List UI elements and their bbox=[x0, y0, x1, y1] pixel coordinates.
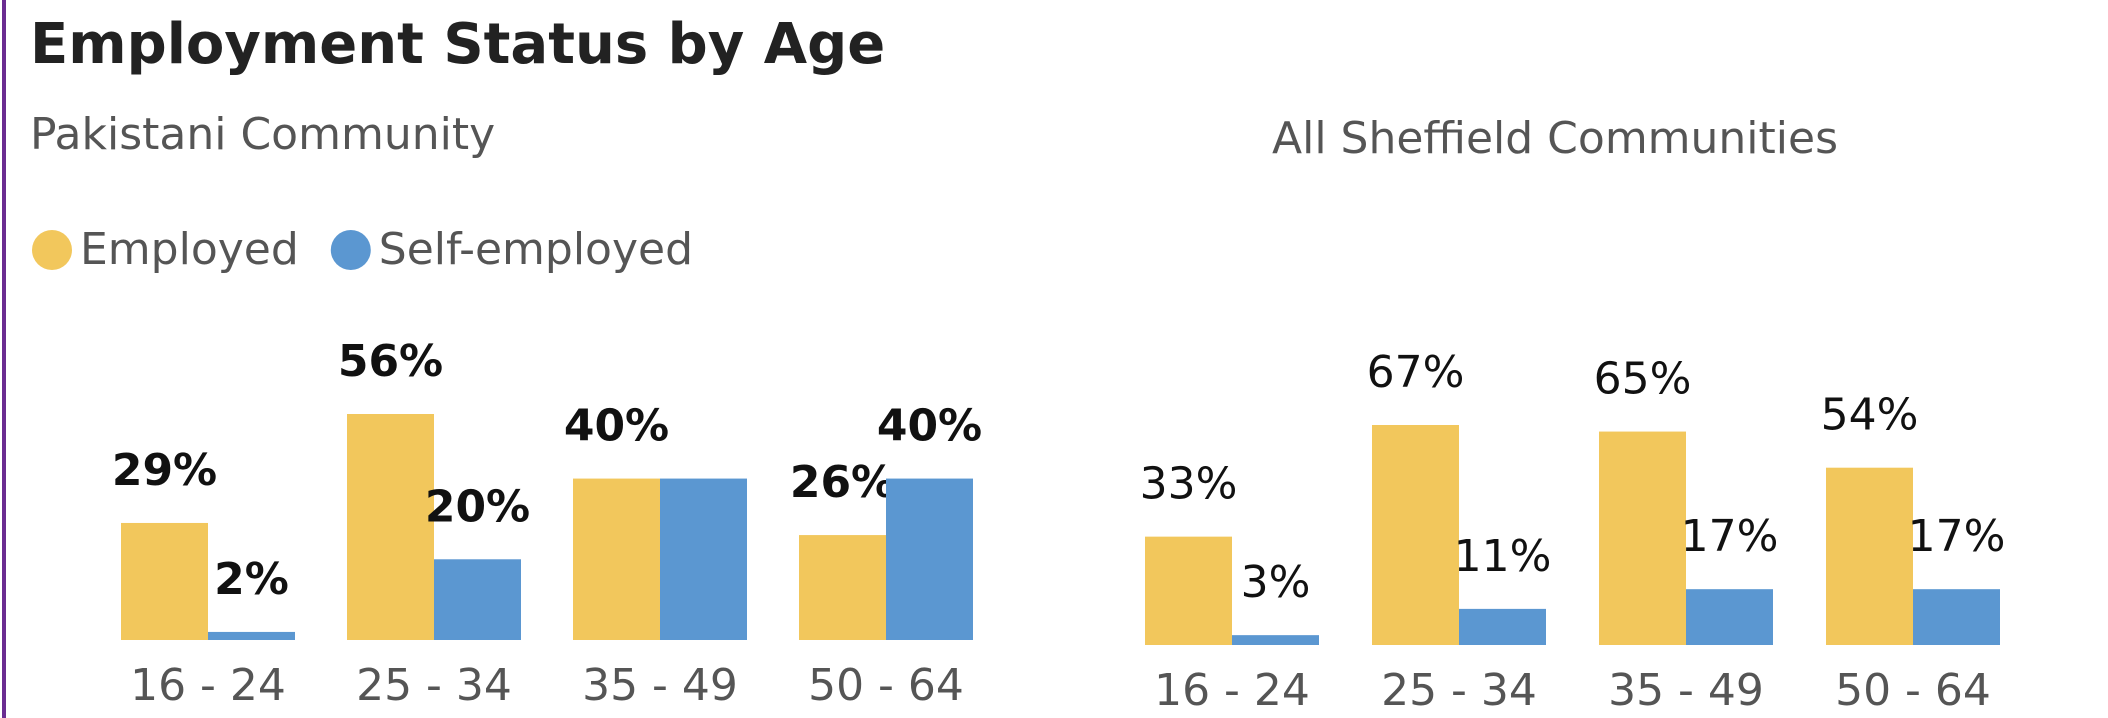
data-label: 17% bbox=[1908, 511, 2006, 562]
bar bbox=[1826, 467, 1913, 645]
subtitle: All Sheffield Communities bbox=[1272, 113, 1838, 164]
x-tick-label: 50 - 64 bbox=[808, 660, 964, 711]
subtitle: Pakistani Community bbox=[30, 109, 495, 160]
data-label: 17% bbox=[1681, 511, 1779, 562]
x-tick-label: 16 - 24 bbox=[1154, 665, 1310, 716]
data-label: 40% bbox=[564, 401, 669, 452]
legend-marker bbox=[32, 230, 72, 270]
x-tick-label: 16 - 24 bbox=[130, 660, 286, 711]
data-label: 26% bbox=[790, 457, 895, 508]
legend-marker bbox=[330, 230, 371, 270]
data-label: 11% bbox=[1454, 531, 1552, 582]
bar bbox=[1459, 608, 1546, 645]
x-tick-label: 35 - 49 bbox=[582, 660, 738, 711]
bar bbox=[1599, 431, 1686, 645]
bar bbox=[573, 478, 660, 640]
data-label: 29% bbox=[112, 445, 217, 496]
x-tick-label: 25 - 34 bbox=[1381, 665, 1537, 716]
x-tick-label: 25 - 34 bbox=[356, 660, 512, 711]
data-label: 2% bbox=[214, 554, 289, 605]
data-label: 65% bbox=[1594, 354, 1692, 405]
data-label: 54% bbox=[1821, 390, 1919, 441]
chart-title: Employment Status by Age bbox=[30, 12, 885, 77]
bar bbox=[208, 631, 295, 640]
bar bbox=[1913, 589, 2000, 645]
x-tick-label: 35 - 49 bbox=[1608, 665, 1764, 716]
bar bbox=[1145, 536, 1232, 645]
data-label: 40% bbox=[877, 401, 982, 452]
data-label: 3% bbox=[1241, 557, 1311, 608]
x-tick-label: 50 - 64 bbox=[1835, 665, 1991, 716]
data-label: 56% bbox=[338, 336, 443, 387]
data-label: 33% bbox=[1140, 459, 1238, 510]
legend-label: Employed bbox=[80, 224, 299, 275]
bar bbox=[121, 522, 208, 640]
bar bbox=[886, 478, 973, 640]
bar bbox=[1232, 635, 1319, 645]
bar bbox=[1372, 425, 1459, 645]
legend-label: Self-employed bbox=[379, 224, 693, 275]
data-label: 67% bbox=[1367, 347, 1465, 398]
bar bbox=[1686, 589, 1773, 645]
bar bbox=[799, 535, 886, 640]
bar bbox=[660, 478, 747, 640]
data-label: 20% bbox=[425, 481, 530, 532]
bar bbox=[434, 559, 521, 640]
bar bbox=[347, 414, 434, 640]
